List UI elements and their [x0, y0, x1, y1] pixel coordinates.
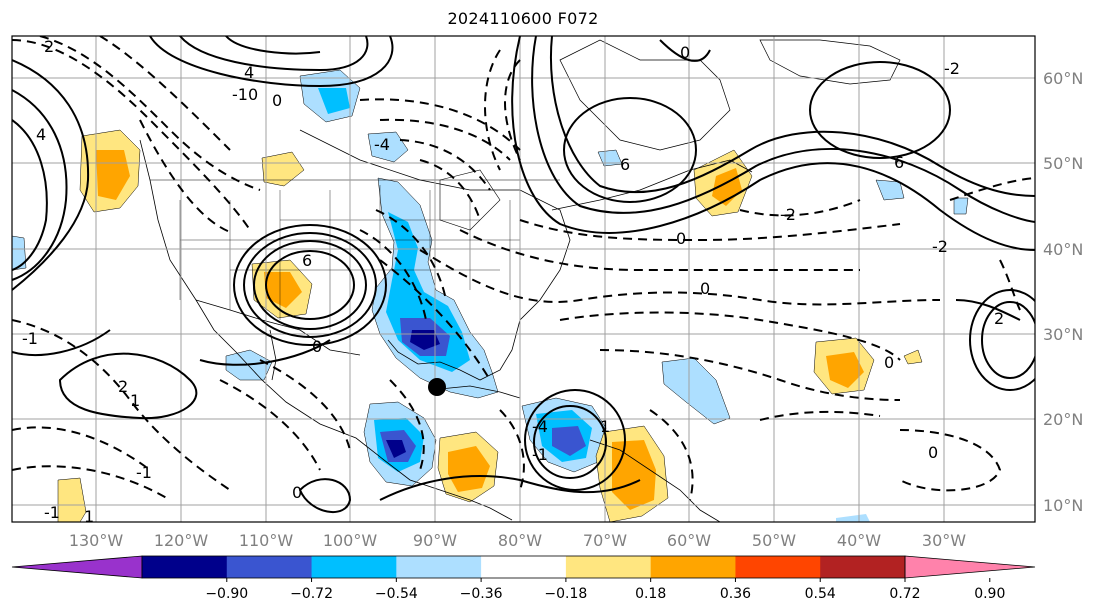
contour-label: 1 — [84, 507, 94, 526]
colorbar-tick-label: 0.90 — [974, 586, 1005, 602]
contour-label: -1 — [136, 463, 152, 482]
lon-tick-label: 130°W — [69, 531, 124, 550]
contour-label: 2 — [118, 377, 128, 396]
dashed-contours — [12, 36, 1035, 501]
contour-label: -10 — [232, 85, 258, 104]
graticule — [12, 36, 1035, 522]
colorbar-cell — [820, 556, 906, 578]
contour-label: -4 — [532, 417, 548, 436]
lat-tick-label: 50°N — [1043, 154, 1083, 173]
colorbar-tick-label: −0.90 — [205, 586, 248, 602]
colorbar-cell — [142, 556, 228, 578]
contour-label: -1 — [22, 329, 38, 348]
contour-label: -1 — [44, 503, 60, 522]
contour-label-layer: 2 4 -10 0 -4 0 6 6 -2 0 0 -2 6 4 0 -1 2 … — [22, 37, 1004, 526]
colorbar-tick-label: −0.72 — [290, 586, 333, 602]
lon-tick-label: 100°W — [323, 531, 378, 550]
longitude-axis: 130°W 120°W 110°W 100°W 90°W 80°W 70°W 6… — [69, 531, 966, 550]
solid-contours — [12, 36, 1035, 514]
colorbar-outline — [141, 555, 906, 579]
lon-tick-label: 80°W — [498, 531, 542, 550]
lon-tick-label: 120°W — [154, 531, 209, 550]
map-panel — [12, 36, 1035, 522]
low-center-marker — [428, 378, 446, 396]
latitude-axis: 60°N 50°N 40°N 30°N 20°N 10°N — [1043, 69, 1083, 515]
contour-label: 6 — [302, 251, 312, 270]
contour-label: 6 — [620, 155, 630, 174]
colorbar-tick-label: 0.72 — [889, 586, 920, 602]
colorbar-cell — [735, 556, 821, 578]
lon-tick-label: 40°W — [837, 531, 881, 550]
lon-tick-label: 110°W — [239, 531, 294, 550]
contour-label: 0 — [884, 353, 894, 372]
contour-label: 4 — [244, 63, 254, 82]
colorbar-cell — [481, 556, 567, 578]
contour-label: -2 — [932, 237, 948, 256]
coastlines — [139, 39, 901, 522]
contour-label: 4 — [36, 125, 46, 144]
contour-label: -4 — [374, 135, 390, 154]
contour-label: 0 — [700, 279, 710, 298]
colorbar-tick-label: −0.18 — [544, 586, 587, 602]
lon-tick-label: 50°W — [752, 531, 796, 550]
contour-label: 0 — [272, 91, 282, 110]
contour-label: -2 — [780, 205, 796, 224]
contour-label: 0 — [928, 443, 938, 462]
colorbar-cell — [565, 556, 652, 578]
lat-tick-label: 30°N — [1043, 325, 1083, 344]
contour-label: 1 — [130, 391, 140, 410]
contour-label: 6 — [894, 153, 904, 172]
colorbar-extend-high — [904, 555, 1036, 579]
map-frame — [11, 35, 1036, 523]
colorbar-tick-label: 0.36 — [720, 586, 751, 602]
colorbar-tick-label: −0.36 — [460, 586, 503, 602]
lat-tick-label: 60°N — [1043, 69, 1083, 88]
colorbar-cell — [396, 556, 482, 578]
colorbar: −0.90 −0.72 −0.54 −0.36 −0.18 0.18 0.36 0.54 0.7… — [11, 555, 1036, 602]
colorbar-tick-label: 0.18 — [635, 586, 666, 602]
colorbar-extend-low — [11, 555, 143, 579]
map-title: 2024110600 F072 — [447, 9, 599, 28]
lon-tick-label: 90°W — [413, 531, 457, 550]
contour-label: 0 — [676, 229, 686, 248]
lat-tick-label: 40°N — [1043, 240, 1083, 259]
contour-label: 0 — [292, 483, 302, 502]
lat-tick-label: 20°N — [1043, 410, 1083, 429]
colorbar-tick-label: 0.54 — [805, 586, 836, 602]
contour-label: 1 — [600, 417, 610, 436]
contour-label: 2 — [994, 309, 1004, 328]
contour-label: 0 — [312, 337, 322, 356]
lon-tick-label: 30°W — [922, 531, 966, 550]
colorbar-cell — [650, 556, 736, 578]
colorbar-cell — [311, 556, 397, 578]
lon-tick-label: 70°W — [583, 531, 627, 550]
lat-tick-label: 10°N — [1043, 496, 1083, 515]
contour-label: -1 — [532, 445, 548, 464]
contour-label: 2 — [44, 37, 54, 56]
colorbar-cell — [226, 556, 313, 578]
shaded-anomaly-fields — [12, 69, 969, 522]
contour-label: 0 — [680, 43, 690, 62]
contour-label: -2 — [944, 59, 960, 78]
lon-tick-label: 60°W — [667, 531, 711, 550]
colorbar-tick-label: −0.54 — [375, 586, 418, 602]
